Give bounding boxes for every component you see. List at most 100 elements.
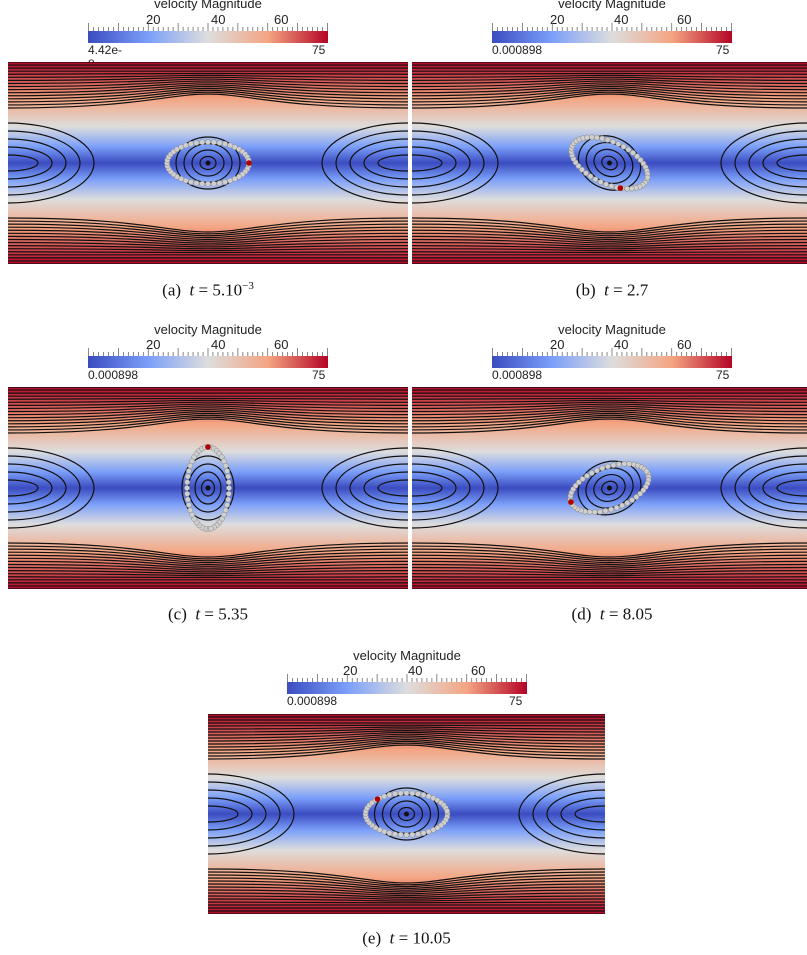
- particle: [185, 496, 191, 503]
- streamline: [412, 551, 807, 564]
- colorbar-max-label: 75: [716, 43, 730, 57]
- streamline: [412, 87, 807, 100]
- streamline: [412, 563, 807, 571]
- streamline: [8, 542, 408, 558]
- streamline: [8, 85, 408, 97]
- velocity-field-plot: [412, 62, 807, 264]
- streamline: [412, 407, 807, 416]
- particle: [193, 180, 200, 186]
- colorbar-tick-40: 40: [408, 663, 423, 678]
- side-vortex-left: [8, 138, 67, 188]
- streamline: [412, 405, 807, 413]
- caption-label: (a): [162, 280, 182, 300]
- caption-variable: t: [195, 604, 201, 624]
- particle: [610, 138, 616, 145]
- particle: [189, 511, 195, 518]
- streamline: [8, 91, 408, 106]
- particle: [403, 832, 410, 838]
- velocity-field-plot: [8, 62, 408, 264]
- side-vortex-right: [776, 154, 807, 172]
- streamline: [8, 403, 408, 410]
- marker-particle: [374, 796, 381, 802]
- side-vortex-left: [8, 463, 67, 513]
- particle: [415, 831, 421, 837]
- streamline: [8, 405, 408, 413]
- colorbar-title: velocity Magnitude: [353, 648, 461, 663]
- particle: [381, 793, 388, 800]
- colorbar-min-label: 0.000898: [287, 694, 338, 708]
- colorbar-min-label: 0.000898: [492, 368, 543, 382]
- colorbar-title: velocity Magnitude: [558, 0, 666, 11]
- particle: [616, 461, 622, 468]
- side-vortex-right: [734, 130, 807, 196]
- caption-variable: t: [599, 604, 605, 624]
- particle: [182, 177, 189, 184]
- side-vortex-left: [412, 122, 499, 204]
- streamlines: [8, 62, 408, 264]
- streamline: [208, 871, 605, 886]
- particle: [210, 180, 217, 187]
- streamline: [412, 84, 807, 94]
- colorbar-gradient: [88, 348, 328, 368]
- colorbar-max-label: 75: [716, 368, 730, 382]
- marker-particle: [617, 185, 624, 191]
- colorbar-tick-20: 20: [146, 12, 161, 27]
- colorbar-max-label: 75: [312, 43, 326, 57]
- streamline: [8, 414, 408, 428]
- particle: [205, 139, 211, 145]
- streamline: [8, 412, 408, 425]
- streamline: [412, 251, 807, 254]
- streamline: [8, 410, 408, 422]
- particle: [420, 830, 427, 836]
- side-vortex-left: [412, 479, 443, 497]
- colorbar-tick-marks: [492, 23, 732, 31]
- streamline: [412, 403, 807, 410]
- side-vortex-left: [412, 455, 485, 521]
- streamline: [412, 78, 807, 85]
- streamline: [8, 407, 408, 416]
- particle: [386, 830, 393, 836]
- streamline: [412, 545, 807, 560]
- streamlines: [412, 62, 807, 264]
- streamline: [8, 570, 408, 575]
- velocity-field-plot: [412, 387, 807, 589]
- side-vortex-left: [8, 122, 95, 204]
- particle: [415, 791, 421, 797]
- side-vortex-left: [412, 138, 471, 188]
- side-vortex-right: [776, 479, 807, 497]
- side-vortex-left: [412, 130, 485, 196]
- streamline: [8, 238, 408, 246]
- streamline: [412, 223, 807, 237]
- streamline: [8, 563, 408, 571]
- particle: [225, 479, 232, 486]
- streamline: [208, 724, 605, 727]
- central-vortex: [181, 444, 235, 532]
- particle: [624, 500, 631, 506]
- particle: [188, 179, 194, 185]
- particle: [227, 177, 234, 184]
- side-vortex-right: [335, 130, 408, 196]
- colorbar-max-label: 75: [509, 694, 523, 708]
- caption-value: = 5.10: [198, 280, 243, 300]
- particle: [633, 494, 640, 500]
- streamline: [208, 895, 605, 900]
- particle: [225, 490, 232, 497]
- side-vortex-left: [8, 471, 53, 505]
- colorbar-gradient: [88, 23, 328, 43]
- caption-label: (c): [168, 604, 187, 624]
- colorbar-title: velocity Magnitude: [558, 322, 666, 337]
- side-vortex-right: [321, 447, 408, 529]
- streamline: [412, 566, 807, 573]
- colorbar-min-label: 0.000898: [492, 43, 543, 57]
- caption-label: (b): [575, 280, 596, 300]
- caption-label: (d): [571, 604, 592, 624]
- colorbar-tick-marks: [287, 674, 527, 682]
- particle: [409, 790, 416, 797]
- streamline: [412, 72, 807, 75]
- particle: [224, 468, 230, 474]
- streamline: [208, 889, 605, 897]
- streamline: [208, 874, 605, 888]
- side-vortex-left: [208, 797, 253, 831]
- colorbar-tick-marks: [88, 348, 328, 356]
- streamline: [8, 554, 408, 566]
